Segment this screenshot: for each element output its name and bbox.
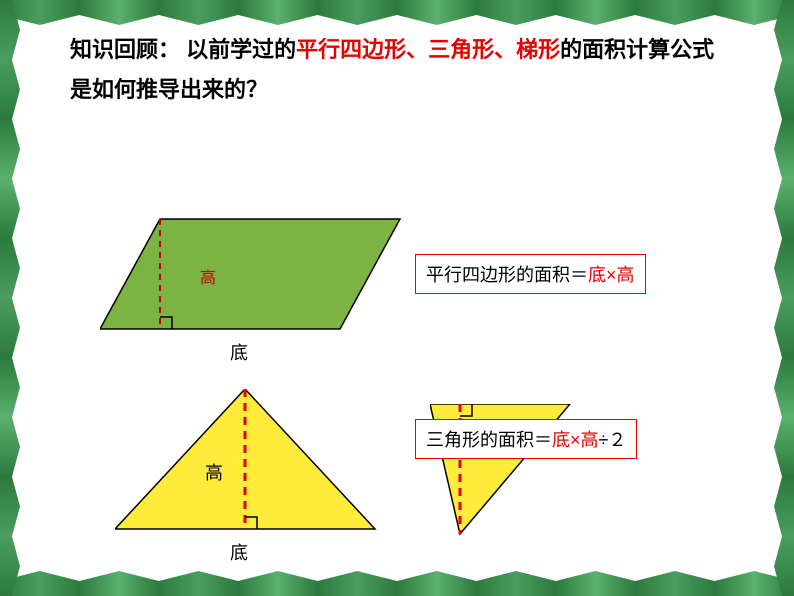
slide-heading: 知识回顾： 以前学过的平行四边形、三角形、梯形的面积计算公式是如何推导出来的？: [40, 30, 754, 109]
triangle-formula: 三角形的面积＝底×高÷２: [415, 419, 637, 459]
formula1-prefix: 平行四边形的面积＝: [426, 265, 588, 285]
formula2-prefix: 三角形的面积＝: [426, 430, 552, 450]
diagram-area: 高 底 平行四边形的面积＝底×高 高 底 三角形的面积＝底×高÷２: [40, 109, 754, 539]
formula2-highlight: 底×高: [552, 430, 599, 450]
heading-prefix: 知识回顾： 以前学过的: [70, 37, 296, 62]
parallelogram-shape: [100, 209, 410, 339]
triangle-height-label: 高: [205, 459, 223, 485]
decorative-border-left: [0, 0, 20, 596]
decorative-border-right: [774, 0, 794, 596]
triangle-shape: [115, 389, 385, 539]
parallelogram-base-label: 底: [230, 339, 248, 365]
parallelogram-fill: [100, 219, 400, 329]
slide-content: 知识回顾： 以前学过的平行四边形、三角形、梯形的面积计算公式是如何推导出来的？ …: [40, 30, 754, 566]
heading-highlight: 平行四边形、三角形、梯形: [296, 37, 560, 62]
parallelogram-formula: 平行四边形的面积＝底×高: [415, 254, 646, 294]
decorative-border-top: [0, 0, 794, 25]
parallelogram-height-label: 高: [200, 264, 216, 288]
formula2-suffix: ÷２: [599, 430, 627, 450]
formula1-highlight: 底×高: [588, 265, 635, 285]
triangle-base-label: 底: [230, 539, 248, 565]
decorative-border-bottom: [0, 571, 794, 596]
